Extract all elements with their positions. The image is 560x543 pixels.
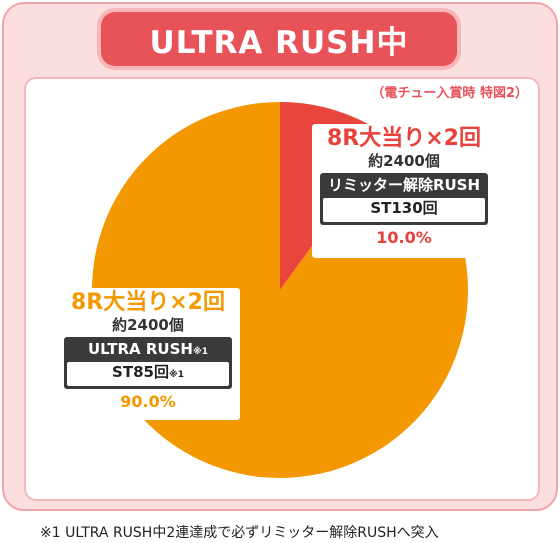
mode-box: ULTRA RUSH※1 ST85回※1 [64,337,232,389]
slice-label-payout: 約2400個 [112,316,184,334]
slice-label-limiter: 8R大当り×2回 約2400個 リミッター解除RUSH ST130回 10.0% [312,124,496,258]
slice-label-title: 8R大当り×2回 [71,290,225,315]
slice-label-title: 8R大当り×2回 [327,126,481,151]
condition-note: （電チュー入賞時 特図2） [371,86,528,101]
slice-percent: 10.0% [376,228,432,247]
mode-name: リミッター解除RUSH [327,176,481,194]
footnote: ※1 ULTRA RUSH中2連達成で必ずリミッター解除RUSHへ突入 [40,525,439,541]
slice-label-payout: 約2400個 [368,152,440,170]
st-count: ST85回※1 [67,362,229,386]
st-count: ST130回 [323,198,485,222]
mode-box: リミッター解除RUSH ST130回 [320,173,488,225]
page-title: ULTRA RUSH中 [101,12,457,66]
slice-percent: 90.0% [120,392,176,411]
slice-label-ultra: 8R大当り×2回 約2400個 ULTRA RUSH※1 ST85回※1 90.… [56,288,240,420]
mode-name: ULTRA RUSH※1 [88,340,208,358]
